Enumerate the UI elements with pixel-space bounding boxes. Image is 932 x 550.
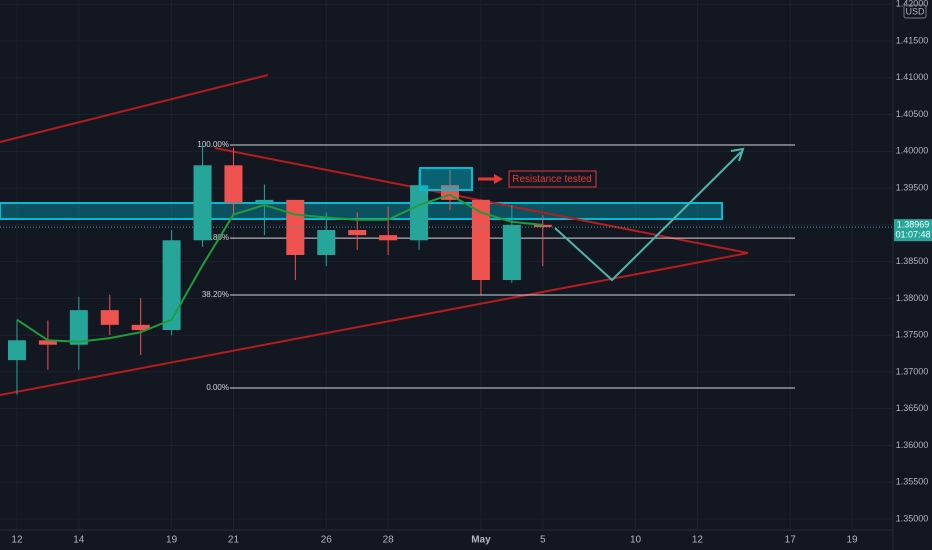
candle-body: [348, 230, 367, 236]
candle-body: [533, 224, 552, 228]
moving-average: [16, 193, 543, 343]
y-tick-label: 1.35000: [896, 513, 929, 523]
fib-label: 0.00%: [206, 383, 229, 392]
y-tick-label: 1.36500: [896, 403, 929, 413]
y-tick-label: 1.40500: [896, 109, 929, 119]
candle-body: [162, 240, 181, 330]
candle-body: [471, 199, 490, 280]
y-tick-label: 1.41500: [896, 35, 929, 45]
x-tick-label: 19: [166, 535, 178, 546]
currency-box: [903, 4, 927, 19]
test-zone: [419, 167, 473, 191]
x-tick-label: 26: [321, 535, 333, 546]
x-tick-label: 19: [847, 535, 859, 546]
x-tick-label: May: [471, 535, 491, 546]
candle-body: [193, 165, 212, 241]
y-tick-label: 1.37000: [896, 366, 929, 376]
x-tick-label: 28: [383, 535, 395, 546]
x-axis: 12 14 19 21 26 28 May 5 10 12 17 19: [11, 535, 858, 546]
candle-body: [502, 224, 521, 280]
fib-label: 38.20%: [202, 290, 229, 299]
candle-body: [317, 230, 336, 255]
y-tick-label: 1.36000: [896, 440, 929, 450]
candle-body: [7, 340, 26, 361]
arrow-head: [494, 174, 503, 184]
x-tick-label: 10: [630, 535, 642, 546]
y-tick-label: 1.40000: [896, 146, 929, 156]
projection: [554, 151, 742, 282]
candle-body: [410, 185, 429, 241]
candle-body: [38, 340, 57, 345]
y-tick-label: 1.41000: [896, 72, 929, 82]
fibonacci: 100.00% 61.80% 38.20% 0.00%: [197, 140, 795, 392]
x-tick-label: 14: [73, 535, 85, 546]
last-price: 1.38969: [897, 220, 930, 230]
annotation-box: [508, 170, 597, 188]
candle-body: [100, 310, 119, 325]
candle-body: [69, 310, 88, 345]
candle-body: [131, 324, 150, 330]
countdown: 01:07:48: [895, 230, 930, 240]
channel-line: [0, 74, 269, 143]
y-tick-label: 1.38500: [896, 256, 929, 266]
y-tick-label: 1.39500: [896, 182, 929, 192]
candle-body: [224, 165, 243, 203]
last-price-badge: [894, 219, 932, 242]
fib-label: 61.80%: [202, 233, 229, 242]
y-axis: 1.35000 1.35500 1.36000 1.36500 1.37000 1.375…: [894, 0, 932, 523]
y-tick-label: 1.37500: [896, 330, 929, 340]
y-tick-label: 1.38000: [896, 293, 929, 303]
x-tick-label: 21: [228, 535, 240, 546]
candle-body: [255, 199, 274, 203]
resistance-zone: [0, 202, 723, 220]
annotation: Resistance tested: [512, 174, 592, 185]
candle-body: [286, 199, 305, 255]
plot: [0, 144, 893, 395]
price-axis: [893, 0, 932, 550]
candle-body: [379, 235, 398, 241]
x-tick-label: 17: [785, 535, 797, 546]
x-tick-label: 5: [540, 535, 546, 546]
y-tick-label: 1.35500: [896, 477, 929, 487]
currency: USD: [905, 6, 925, 16]
projection-head: [730, 147, 745, 162]
x-tick-label: 12: [692, 535, 704, 546]
y-tick-label: 1.42000: [896, 0, 929, 9]
fib-label: 100.00%: [197, 140, 229, 149]
x-tick-label: 12: [11, 535, 23, 546]
triangle-lower: [0, 252, 749, 396]
